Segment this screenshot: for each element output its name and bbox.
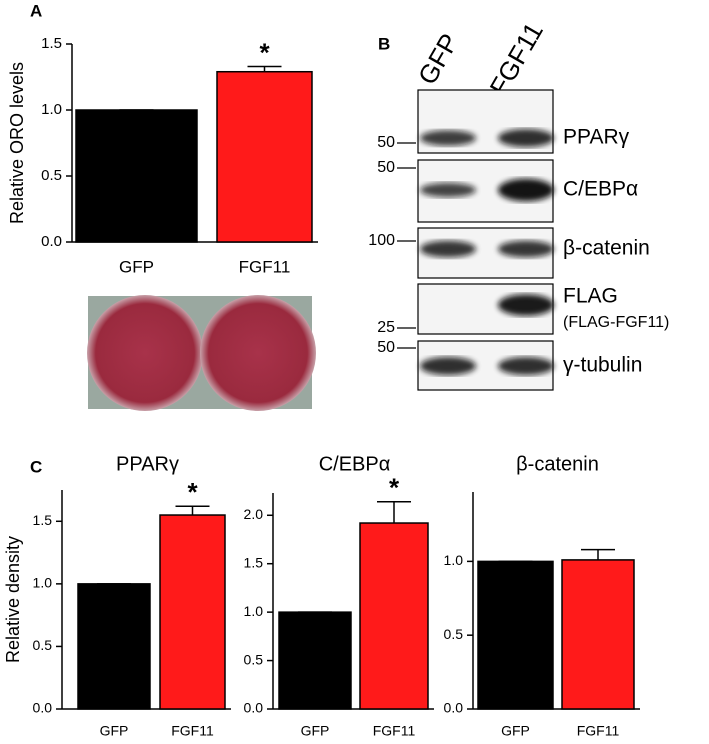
significance-mark: *	[259, 37, 270, 67]
band	[420, 240, 476, 258]
significance-mark: *	[389, 473, 400, 503]
band	[420, 357, 476, 375]
x-tick-label: GFP	[301, 723, 330, 739]
y-tick-label: 1.0	[33, 575, 53, 591]
bar	[77, 583, 151, 710]
y-tick-label: 2.0	[244, 506, 264, 522]
bar	[561, 559, 635, 710]
panel-label: C	[30, 457, 42, 476]
x-tick-label: FGF11	[373, 723, 416, 739]
y-tick-label: 0.0	[33, 700, 53, 716]
oro-image	[87, 295, 316, 411]
y-axis-label: Relative density	[3, 536, 23, 663]
band	[498, 357, 554, 375]
bar	[216, 70, 313, 243]
y-axis-label: Relative ORO levels	[7, 62, 27, 224]
band	[498, 294, 554, 316]
y-tick-label: 1.0	[444, 552, 464, 568]
chart-title: C/EBPα	[319, 453, 391, 475]
x-tick-label: GFP	[119, 257, 154, 276]
y-tick-label: 1.5	[244, 554, 264, 570]
chart-panel: 0.0 0.5 1.0 1.5 2.0 GFP FGF11 *C/EBPα	[244, 453, 434, 739]
band-label: FLAG	[563, 285, 618, 308]
x-tick-label: FGF11	[577, 723, 620, 739]
band-label: β-catenin	[563, 237, 650, 260]
y-tick-label: 0.0	[41, 233, 62, 250]
chart-panel: 0.0 0.5 1.0 1.5 GFP FGF11 * Relative ORO levels…	[7, 1, 318, 276]
error-bar	[581, 548, 615, 560]
marker-label: 50	[377, 339, 395, 356]
y-tick-label: 0.5	[244, 651, 264, 667]
band	[498, 240, 554, 258]
y-tick-label: 0.0	[244, 700, 264, 716]
y-tick-label: 0.5	[41, 167, 62, 184]
chart-panel: 0.0 0.5 1.0 GFP FGF11 β-catenin	[444, 453, 640, 739]
bar	[278, 611, 352, 710]
bar	[159, 514, 226, 710]
y-tick-label: 0.0	[444, 700, 464, 716]
bar	[477, 560, 554, 710]
band	[420, 182, 476, 198]
band-sublabel: (FLAG-FGF11)	[563, 314, 669, 331]
chart-title: PPARγ	[116, 453, 179, 475]
chart-title: β-catenin	[516, 453, 599, 475]
band-label: PPARγ	[563, 126, 630, 149]
y-tick-label: 0.5	[33, 637, 53, 653]
panel-label: B	[378, 34, 390, 53]
band	[498, 178, 554, 202]
error-bar	[377, 500, 411, 524]
y-tick-label: 1.5	[41, 35, 62, 52]
marker-label: 50	[377, 159, 395, 176]
error-bar	[247, 65, 282, 72]
y-tick-label: 0.5	[444, 626, 464, 642]
marker-label: 50	[377, 134, 395, 151]
significance-mark: *	[187, 477, 198, 507]
bar	[75, 109, 198, 243]
western-blot: B GFP FGF11 PPARγ C/EBPα β-catenin FLAG (FLAG-F…	[368, 17, 669, 391]
bar	[359, 522, 429, 710]
panel-label: A	[30, 1, 42, 20]
band	[498, 129, 554, 147]
x-tick-label: GFP	[501, 723, 530, 739]
marker-label: 100	[368, 232, 395, 249]
y-tick-label: 1.0	[244, 603, 264, 619]
x-tick-label: FGF11	[171, 723, 214, 739]
band-label: C/EBPα	[563, 178, 638, 201]
x-tick-label: FGF11	[239, 257, 291, 276]
lane-label: FGF11	[483, 17, 548, 100]
marker-label: 25	[377, 319, 395, 336]
y-tick-label: 1.5	[33, 512, 53, 528]
chart-panel: 0.0 0.5 1.0 1.5 GFP FGF11 * PPARγ Relative densi…	[3, 453, 231, 739]
lane-label: GFP	[412, 28, 465, 89]
band	[420, 130, 476, 146]
y-tick-label: 1.0	[41, 101, 62, 118]
band-label: γ-tubulin	[563, 354, 642, 377]
error-bar	[175, 505, 210, 516]
x-tick-label: GFP	[100, 723, 129, 739]
